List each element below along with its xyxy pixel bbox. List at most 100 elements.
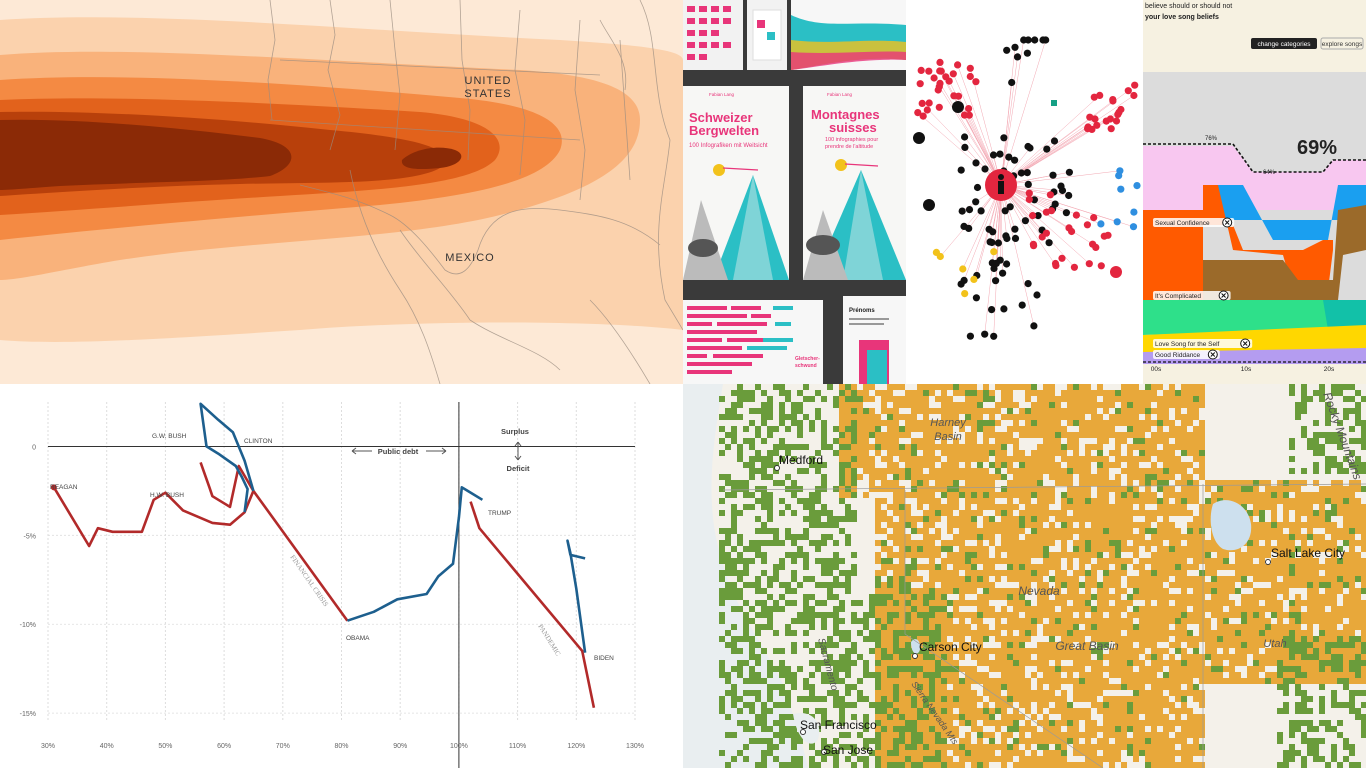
forest-pixel [875, 684, 881, 690]
arid-pixel [923, 582, 929, 588]
forest-pixel [839, 720, 845, 726]
arid-pixel [953, 744, 959, 750]
arid-pixel [875, 552, 881, 558]
arid-pixel [911, 426, 917, 432]
forest-pixel [1157, 486, 1163, 492]
forest-pixel [1283, 678, 1289, 684]
arid-pixel [1103, 654, 1109, 660]
arid-pixel [947, 510, 953, 516]
category-chip-2[interactable]: Love Song for the Self [1153, 338, 1253, 349]
category-chip-3[interactable]: Good Riddance [1153, 349, 1220, 360]
explore-songs-button[interactable]: explore songs [1320, 37, 1364, 50]
arid-pixel [1103, 408, 1109, 414]
arid-pixel [887, 684, 893, 690]
arid-pixel [1031, 606, 1037, 612]
arid-pixel [1295, 576, 1301, 582]
arid-pixel [1109, 414, 1115, 420]
forest-pixel [1097, 642, 1103, 648]
arid-pixel [1163, 558, 1169, 564]
arid-pixel [1355, 618, 1361, 624]
arid-pixel [1007, 384, 1013, 390]
forest-pixel [725, 432, 731, 438]
arid-pixel [1151, 642, 1157, 648]
arid-pixel [1115, 492, 1121, 498]
arid-pixel [1313, 678, 1319, 684]
arid-pixel [1331, 486, 1337, 492]
forest-pixel [839, 528, 845, 534]
forest-pixel [1295, 402, 1301, 408]
arid-pixel [1097, 522, 1103, 528]
arid-pixel [977, 480, 983, 486]
arid-pixel [953, 444, 959, 450]
arid-pixel [1355, 606, 1361, 612]
arid-pixel [923, 462, 929, 468]
change-categories-button[interactable]: change categories [1251, 38, 1317, 49]
arid-pixel [1055, 720, 1061, 726]
arid-pixel [1157, 384, 1163, 390]
arid-pixel [917, 498, 923, 504]
arid-pixel [1301, 570, 1307, 576]
arid-pixel [1145, 540, 1151, 546]
arid-pixel [923, 690, 929, 696]
forest-pixel [833, 612, 839, 618]
category-chip-0[interactable]: Sexual Confidence [1153, 217, 1235, 228]
x-tick-70: 70% [276, 743, 290, 750]
arid-pixel [965, 486, 971, 492]
arid-pixel [947, 444, 953, 450]
arid-pixel [1361, 582, 1366, 588]
arid-pixel [1031, 696, 1037, 702]
forest-pixel [863, 612, 869, 618]
forest-pixel [767, 618, 773, 624]
arid-pixel [881, 588, 887, 594]
arid-pixel [1013, 426, 1019, 432]
arid-pixel [1337, 564, 1343, 570]
arid-pixel [1163, 396, 1169, 402]
forest-pixel [911, 558, 917, 564]
arid-pixel [1139, 408, 1145, 414]
forest-pixel [911, 606, 917, 612]
forest-pixel [1319, 432, 1325, 438]
arid-pixel [1343, 624, 1349, 630]
arid-pixel [1181, 432, 1187, 438]
arid-pixel [965, 672, 971, 678]
arid-pixel [1349, 648, 1355, 654]
forest-pixel [917, 708, 923, 714]
arid-pixel [983, 576, 989, 582]
arid-pixel [1109, 630, 1115, 636]
arid-pixel [1139, 702, 1145, 708]
arid-pixel [1265, 534, 1271, 540]
network-node [988, 306, 996, 314]
forest-pixel [1355, 690, 1361, 696]
forest-pixel [773, 606, 779, 612]
arid-pixel [1145, 390, 1151, 396]
x-tick-30: 30% [41, 743, 55, 750]
arid-pixel [1127, 408, 1133, 414]
category-chip-1[interactable]: It's Complicated [1153, 290, 1231, 301]
arid-pixel [959, 486, 965, 492]
forest-pixel [1289, 534, 1295, 540]
network-node [1030, 322, 1038, 330]
forest-pixel [989, 516, 995, 522]
arid-pixel [1067, 474, 1073, 480]
arid-pixel [1151, 702, 1157, 708]
forest-pixel [1013, 720, 1019, 726]
arid-pixel [959, 426, 965, 432]
forest-pixel [815, 708, 821, 714]
arid-pixel [971, 600, 977, 606]
arid-pixel [1109, 576, 1115, 582]
forest-pixel [719, 666, 725, 672]
arid-pixel [887, 588, 893, 594]
arid-pixel [1049, 540, 1055, 546]
arid-pixel [953, 660, 959, 666]
arid-pixel [875, 558, 881, 564]
forest-pixel [1331, 654, 1337, 660]
arid-pixel [989, 756, 995, 762]
arid-pixel [887, 444, 893, 450]
arid-pixel [1025, 708, 1031, 714]
arid-pixel [1157, 570, 1163, 576]
arid-pixel [887, 468, 893, 474]
arid-pixel [1013, 456, 1019, 462]
forest-pixel [1163, 468, 1169, 474]
arid-pixel [1097, 678, 1103, 684]
arid-pixel [1319, 516, 1325, 522]
